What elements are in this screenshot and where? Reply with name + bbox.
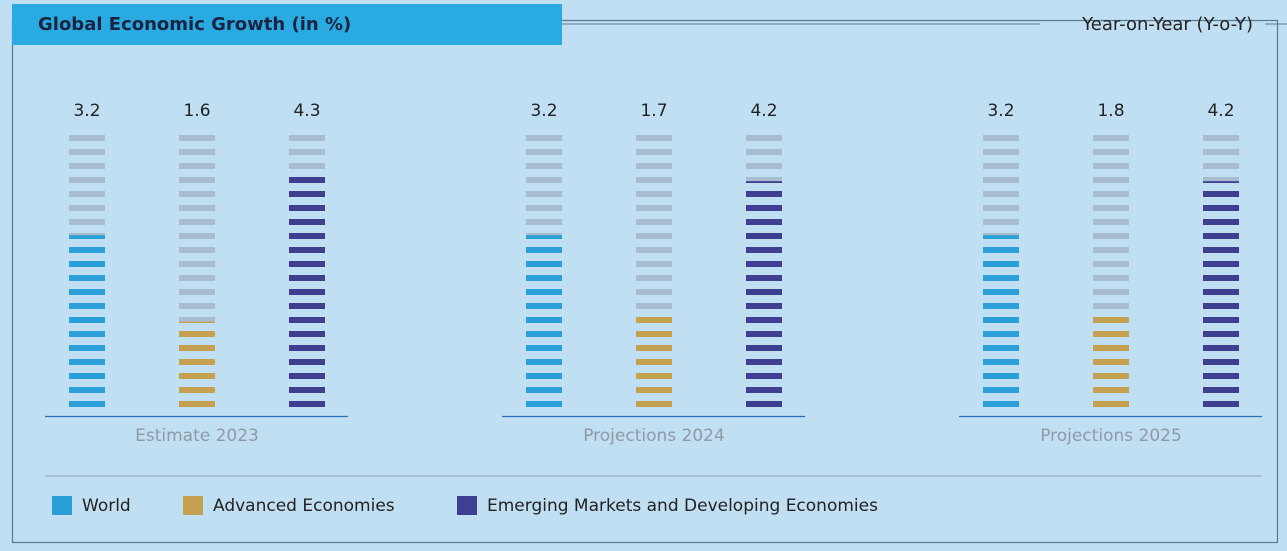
frame — [11, 19, 1279, 544]
value-label: 3.2 — [530, 101, 557, 121]
value-label: 4.2 — [1207, 101, 1234, 121]
bar — [69, 235, 105, 408]
value-label: 1.7 — [640, 101, 667, 121]
bar — [526, 235, 562, 408]
value-label: 1.8 — [1097, 101, 1124, 121]
title-box — [12, 4, 562, 45]
bar — [746, 181, 782, 408]
bar — [289, 175, 325, 408]
bar — [179, 321, 215, 408]
value-label: 4.3 — [293, 101, 320, 121]
legend-swatch — [183, 496, 203, 515]
value-label: 1.6 — [183, 101, 210, 121]
value-label: 4.2 — [750, 101, 777, 121]
category-label: Projections 2024 — [583, 426, 725, 446]
bar — [983, 235, 1019, 408]
legend-label: Advanced Economies — [213, 496, 395, 516]
legend-swatch — [457, 496, 477, 515]
value-label: 3.2 — [987, 101, 1014, 121]
chart-title: Global Economic Growth (in %) — [38, 14, 351, 35]
legend-swatch — [52, 496, 72, 515]
chart-subtitle: Year-on-Year (Y-o-Y) — [1081, 14, 1253, 35]
legend-label: World — [82, 496, 131, 516]
category-label: Projections 2025 — [1040, 426, 1182, 446]
bar — [1093, 310, 1129, 408]
value-label: 3.2 — [73, 101, 100, 121]
bar — [1203, 181, 1239, 408]
category-label: Estimate 2023 — [135, 426, 259, 446]
legend-label: Emerging Markets and Developing Economie… — [487, 496, 878, 516]
bar — [636, 316, 672, 408]
